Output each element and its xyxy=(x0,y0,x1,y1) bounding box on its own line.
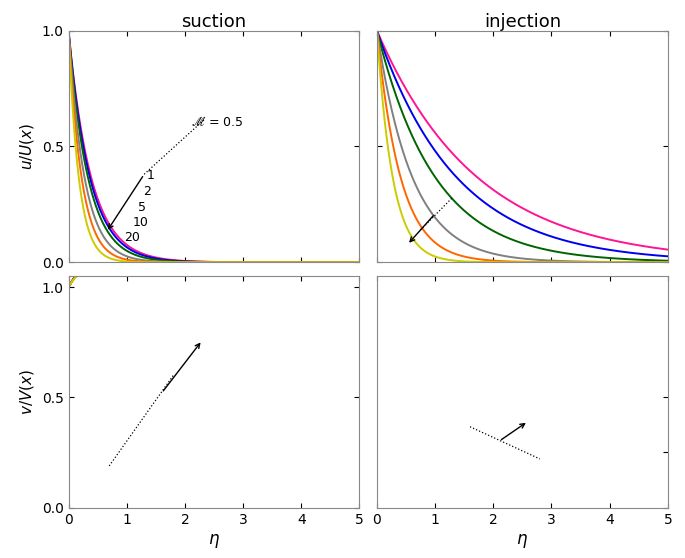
Text: 1: 1 xyxy=(147,169,155,182)
Text: 5: 5 xyxy=(138,201,147,214)
X-axis label: $\eta$: $\eta$ xyxy=(208,532,220,550)
Title: injection: injection xyxy=(484,12,561,31)
Text: 10: 10 xyxy=(132,217,149,229)
Text: 2: 2 xyxy=(143,185,151,198)
Text: 20: 20 xyxy=(124,232,140,244)
X-axis label: $\eta$: $\eta$ xyxy=(516,532,528,550)
Text: $\mathscr{M}$ = 0.5: $\mathscr{M}$ = 0.5 xyxy=(190,116,243,129)
Title: suction: suction xyxy=(182,12,247,31)
Y-axis label: $u/U(x)$: $u/U(x)$ xyxy=(18,123,36,170)
Y-axis label: $v/V(x)$: $v/V(x)$ xyxy=(18,369,36,415)
